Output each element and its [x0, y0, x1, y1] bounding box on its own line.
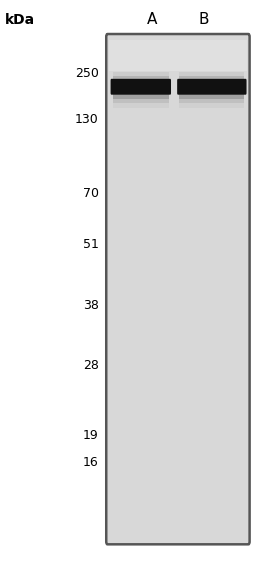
- Text: B: B: [198, 12, 209, 27]
- FancyBboxPatch shape: [113, 72, 169, 81]
- Text: 16: 16: [83, 456, 99, 468]
- FancyBboxPatch shape: [179, 72, 244, 81]
- Text: 28: 28: [83, 359, 99, 372]
- Text: A: A: [147, 12, 157, 27]
- FancyBboxPatch shape: [109, 40, 247, 71]
- FancyBboxPatch shape: [179, 93, 244, 99]
- Text: 250: 250: [75, 67, 99, 80]
- FancyBboxPatch shape: [113, 93, 169, 99]
- Text: 51: 51: [83, 239, 99, 251]
- Text: 19: 19: [83, 429, 99, 442]
- FancyBboxPatch shape: [113, 93, 169, 103]
- Text: 70: 70: [82, 188, 99, 200]
- FancyBboxPatch shape: [179, 76, 244, 81]
- Text: kDa: kDa: [5, 13, 35, 27]
- FancyBboxPatch shape: [179, 93, 244, 103]
- FancyBboxPatch shape: [113, 76, 169, 81]
- FancyBboxPatch shape: [111, 79, 171, 95]
- Text: 130: 130: [75, 113, 99, 125]
- FancyBboxPatch shape: [177, 79, 247, 95]
- FancyBboxPatch shape: [106, 34, 250, 544]
- Text: 38: 38: [83, 299, 99, 311]
